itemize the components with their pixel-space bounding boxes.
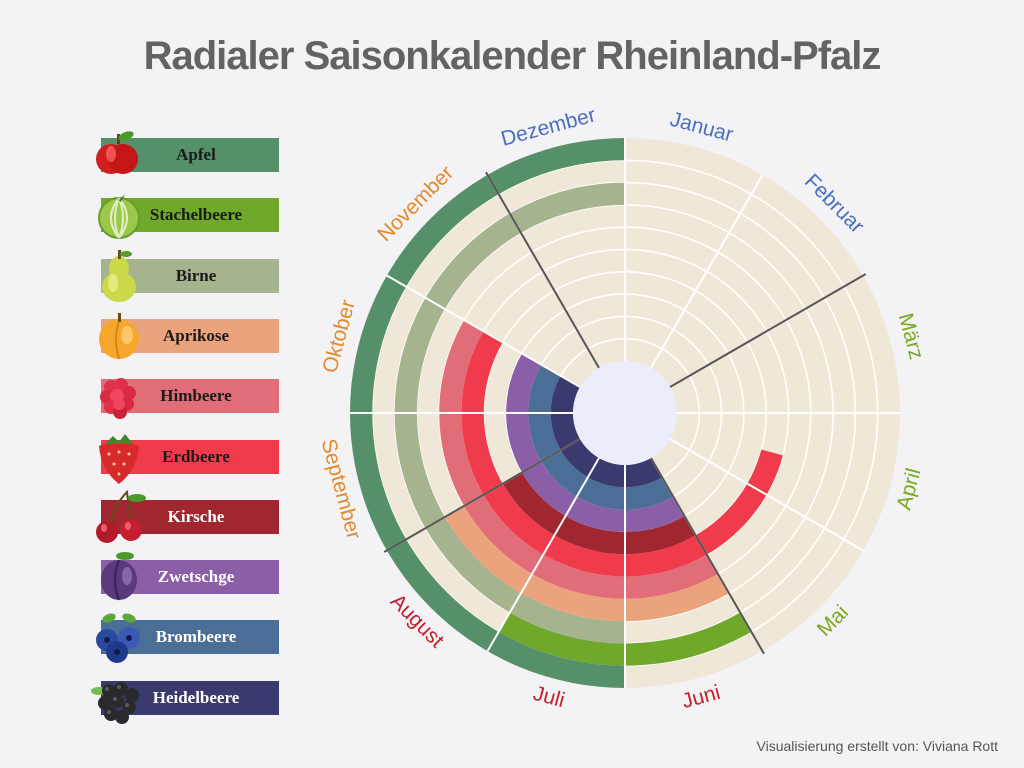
- strawberry-icon: [89, 426, 149, 486]
- legend-label: Apfel: [176, 145, 216, 164]
- season-dividers: [383, 171, 867, 655]
- legend: Apfel Stachelbeere Birne Aprikose Himbeere Er…: [0, 0, 300, 768]
- plum-icon: [89, 546, 149, 606]
- month-label-januar: Januar: [668, 108, 736, 147]
- series-arc-stachelbeere: [498, 612, 752, 666]
- month-label-märz: März: [894, 311, 928, 362]
- month-label-juli: Juli: [531, 682, 567, 712]
- legend-label: Zwetschge: [157, 567, 235, 587]
- gooseberry-icon: [89, 184, 149, 244]
- legend-label: Stachelbeere: [149, 205, 243, 225]
- month-label-april: April: [892, 466, 925, 513]
- legend-label: Kirsche: [167, 506, 225, 526]
- chart-center: [573, 361, 677, 465]
- pear-icon: [89, 245, 149, 305]
- apple-icon: [89, 124, 149, 184]
- series-arcs: [350, 138, 783, 688]
- legend-label: Heidelbeere: [152, 687, 240, 707]
- series-arc-zwetschge: [506, 353, 685, 532]
- season-divider: [383, 438, 581, 553]
- series-arc-heidelbeere: [550, 375, 663, 488]
- month-label-oktober: Oktober: [318, 297, 360, 375]
- season-divider: [650, 457, 765, 655]
- series-arc-himbeere: [439, 320, 718, 599]
- series-arc-aprikose: [444, 505, 730, 622]
- legend-label: Aprikose: [162, 325, 230, 345]
- season-divider: [485, 171, 600, 369]
- series-arc-brombeere: [528, 364, 674, 510]
- season-divider: [669, 273, 867, 388]
- footer-credit: Visualisierung erstellt von: Viviana Rot…: [756, 738, 999, 754]
- month-separator: [650, 174, 764, 369]
- apricot-icon: [89, 305, 149, 365]
- legend-label: Himbeere: [160, 386, 232, 406]
- series-arc-erdbeere: [461, 331, 783, 577]
- cherry-icon: [89, 486, 149, 546]
- month-separator: [386, 274, 581, 388]
- blueberry-icon: [89, 667, 149, 727]
- month-separator: [486, 457, 600, 652]
- month-label-juni: Juni: [680, 681, 723, 713]
- raspberry-icon: [89, 365, 149, 425]
- legend-label: Birne: [175, 265, 217, 285]
- legend-label: Brombeere: [155, 627, 237, 647]
- legend-bar-kirsche: Kirsche: [101, 499, 279, 534]
- month-separator: [669, 438, 864, 552]
- page-title: Radialer Saisonkalender Rheinland-Pfalz: [143, 34, 882, 78]
- legend-label: Erdbeere: [162, 446, 230, 466]
- blackberry-icon: [89, 606, 149, 666]
- series-arc-kirsche: [502, 472, 696, 555]
